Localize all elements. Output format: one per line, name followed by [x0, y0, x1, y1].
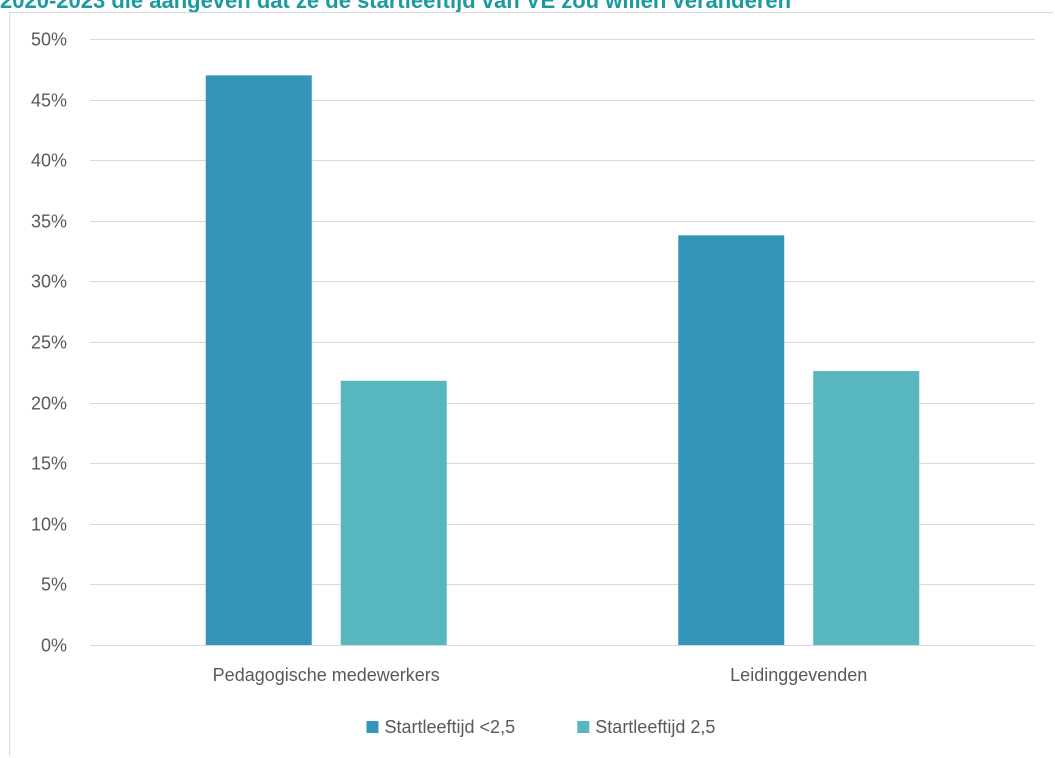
chart-frame — [9, 12, 1053, 756]
y-tick-label: 20% — [31, 394, 67, 414]
y-tick-label: 15% — [31, 454, 67, 474]
bar-1-1 — [205, 75, 312, 646]
x-axis: Pedagogische medewerkers Leidinggevenden — [213, 665, 868, 685]
y-tick-label: 50% — [31, 30, 67, 50]
y-tick-label: 25% — [31, 333, 67, 353]
bar-2-2 — [813, 371, 920, 645]
bar-2-1 — [340, 380, 447, 645]
y-tick-label: 40% — [31, 151, 67, 171]
y-tick-label: 5% — [41, 575, 67, 595]
legend-swatch — [577, 721, 590, 733]
y-tick-label: 35% — [31, 212, 67, 232]
bar-1-2 — [678, 235, 785, 645]
y-tick-label: 10% — [31, 515, 67, 535]
legend-swatch — [366, 721, 379, 733]
legend-label: Startleeftijd <2,5 — [385, 717, 516, 737]
y-tick-label: 45% — [31, 91, 67, 111]
y-tick-label: 0% — [41, 636, 67, 656]
chart-title: 2020-2023 die aangeven dat ze de startle… — [0, 0, 792, 13]
bars — [205, 75, 920, 646]
x-tick-label: Leidinggevenden — [730, 665, 867, 685]
x-tick-label: Pedagogische medewerkers — [213, 665, 440, 685]
y-axis: 0% 5% 10% 15% 20% 25% 30% 35% 40% 45% 50% — [31, 30, 67, 656]
legend: Startleeftijd <2,5 Startleeftijd 2,5 — [366, 717, 715, 737]
y-tick-label: 30% — [31, 272, 67, 292]
legend-label: Startleeftijd 2,5 — [595, 717, 715, 737]
